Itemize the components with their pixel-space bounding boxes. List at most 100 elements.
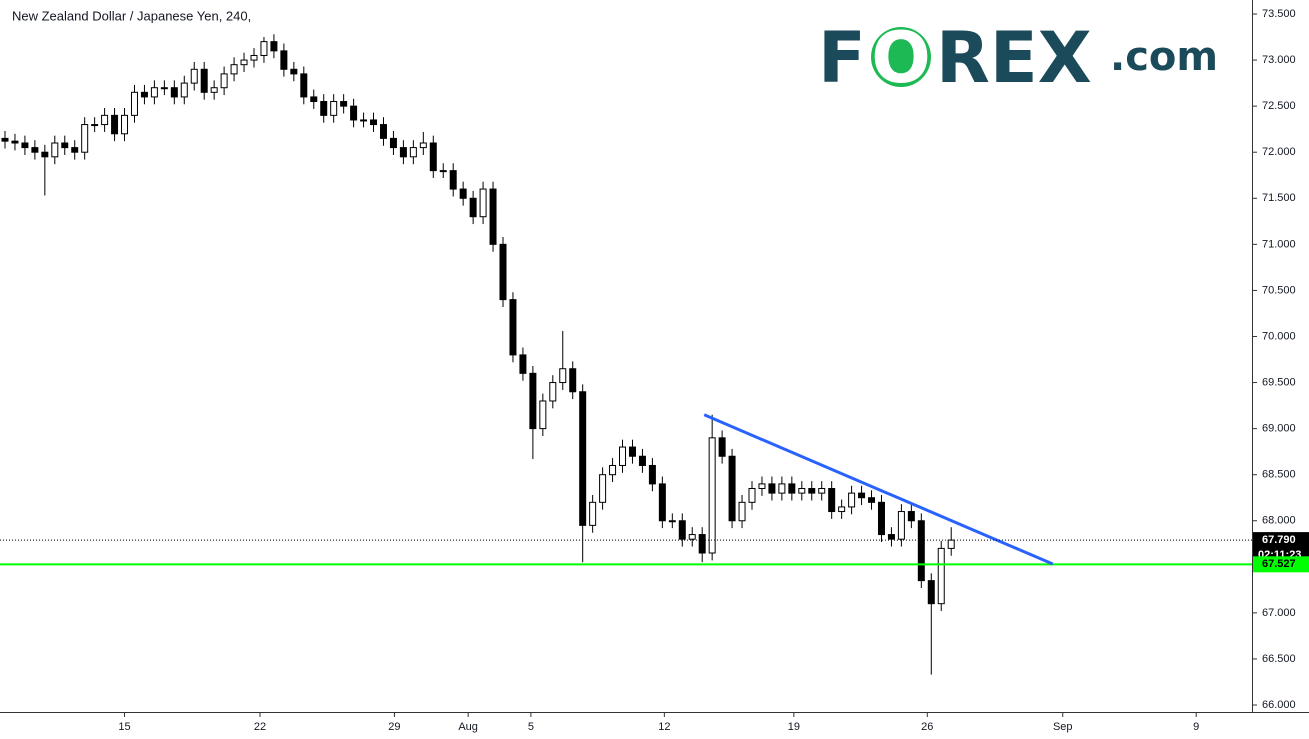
candle-body <box>479 188 487 218</box>
candle-body <box>698 534 706 554</box>
y-tick-label: 70.500 <box>1262 284 1296 296</box>
candle-body <box>21 142 29 149</box>
logo-f: F <box>818 17 866 99</box>
candle-body <box>818 488 826 494</box>
candle-body <box>270 41 278 52</box>
candle-body <box>370 119 378 126</box>
candle-body <box>589 501 597 526</box>
logo-com: .com <box>1110 34 1218 80</box>
candle-body <box>907 511 915 522</box>
candle-body <box>648 464 656 485</box>
candle-body <box>489 188 497 245</box>
candle-body <box>798 488 806 494</box>
y-tick-label: 66.500 <box>1262 653 1296 665</box>
candle-body <box>320 101 328 116</box>
logo-o-circle <box>871 27 931 87</box>
candle-body <box>210 87 218 93</box>
candle-body <box>360 119 368 122</box>
support-price-box <box>1253 556 1309 573</box>
candle-body <box>499 243 507 301</box>
y-tick-label: 66.000 <box>1262 699 1296 711</box>
candle-body <box>788 483 796 494</box>
candle-body <box>529 372 537 430</box>
candle-body <box>220 73 228 89</box>
x-tick-label: 29 <box>388 721 400 733</box>
candle-body <box>638 455 646 466</box>
x-tick-label: 22 <box>254 721 266 733</box>
candle-body <box>619 446 627 466</box>
candle-body <box>111 114 119 135</box>
candle-body <box>389 137 397 149</box>
y-tick-label: 72.000 <box>1262 146 1296 158</box>
candle-body <box>130 91 138 116</box>
candle-body <box>180 82 188 98</box>
candle-body <box>379 124 387 139</box>
candle-body <box>927 580 935 605</box>
candle-body <box>708 437 716 554</box>
candle-body <box>688 534 696 540</box>
candle-body <box>609 464 617 476</box>
chart-title: New Zealand Dollar / Japanese Yen, 240, <box>12 8 251 23</box>
candle-body <box>778 483 786 494</box>
candle-body <box>768 483 776 494</box>
candle-body <box>61 142 69 149</box>
candle-body <box>579 391 587 526</box>
candle-body <box>599 474 607 503</box>
y-tick-label: 71.500 <box>1262 192 1296 204</box>
logo-o: O <box>871 17 931 99</box>
y-tick-label: 69.000 <box>1262 423 1296 435</box>
candle-body <box>250 54 258 61</box>
x-tick-label: 9 <box>1193 721 1199 733</box>
trend-line <box>703 413 1054 566</box>
candle-body <box>808 488 816 494</box>
x-tick-label: 19 <box>788 721 800 733</box>
candle-body <box>678 520 686 540</box>
candle-body <box>668 520 676 523</box>
candle-body <box>439 170 447 173</box>
x-tick-label: Aug <box>458 721 478 733</box>
support-price-label: 67.527 <box>1262 558 1296 570</box>
last-price-label: 67.790 <box>1262 534 1296 546</box>
candle-body <box>101 114 109 126</box>
candle-body <box>758 483 766 490</box>
candle-body <box>300 73 308 98</box>
candle-body <box>848 492 856 508</box>
y-tick-label: 68.000 <box>1262 515 1296 527</box>
candle-body <box>11 140 19 144</box>
candle-body <box>469 197 477 218</box>
y-tick-label: 68.500 <box>1262 469 1296 481</box>
candle-body <box>200 68 208 93</box>
candle-body <box>1 137 9 142</box>
candle-body <box>838 506 846 513</box>
candle-body <box>449 170 457 190</box>
candle-body <box>897 511 905 540</box>
candle-body <box>658 483 666 522</box>
candle-body <box>51 142 59 158</box>
candle-body <box>828 488 836 513</box>
candle-body <box>519 354 527 374</box>
candle-body <box>190 68 198 84</box>
candle-body <box>350 105 358 121</box>
candle-body <box>31 147 39 153</box>
candle-body <box>409 147 417 158</box>
candle-body <box>718 437 726 457</box>
y-tick-label: 69.500 <box>1262 376 1296 388</box>
candle-body <box>559 368 567 384</box>
candle-body <box>91 124 99 127</box>
candle-body <box>71 147 79 153</box>
candle-body <box>887 534 895 540</box>
candle-body <box>569 368 577 393</box>
candle-body <box>41 151 49 158</box>
y-tick-label: 73.000 <box>1262 54 1296 66</box>
y-tick-label: 73.500 <box>1262 8 1296 20</box>
logo-rex: REX <box>936 17 1092 99</box>
candle-body <box>917 520 925 582</box>
x-tick-label: 26 <box>921 721 933 733</box>
y-tick-label: 67.000 <box>1262 607 1296 619</box>
x-tick-label: 5 <box>528 721 534 733</box>
candle-body <box>868 497 876 503</box>
candle-body <box>170 87 178 98</box>
candle-body <box>81 124 89 153</box>
